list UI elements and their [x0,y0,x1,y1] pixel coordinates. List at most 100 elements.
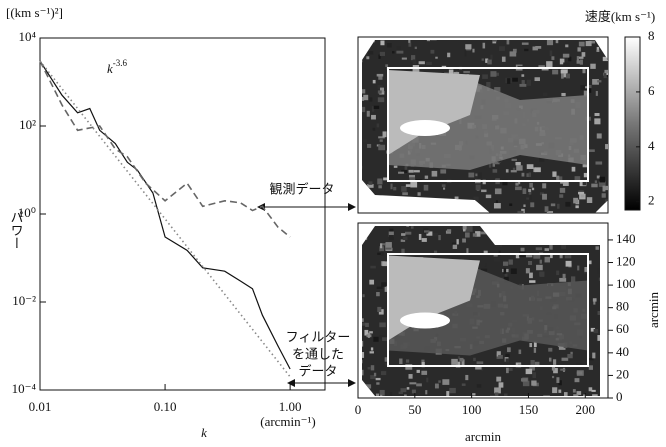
image-texture [516,180,521,185]
image-texture [440,169,447,174]
image-texture [388,235,394,241]
image-texture [379,334,385,339]
image-texture [606,73,608,77]
image-texture [542,193,547,200]
image-texture [539,157,545,162]
image-texture [411,55,416,61]
image-texture [396,46,402,50]
image-texture [421,361,425,368]
image-texture [456,239,459,245]
image-texture [515,186,522,191]
image-texture [592,298,597,302]
annotation: 観測データ [269,182,334,198]
image-texture [542,183,547,189]
image-texture [421,370,428,375]
image-texture [377,84,383,90]
image-texture [466,248,469,254]
image-texture [455,251,461,254]
image-texture [430,49,435,54]
image-x-label: arcmin [465,429,502,444]
image-texture [603,72,607,79]
image-texture [441,184,446,187]
image-texture [376,123,380,128]
image-texture [596,46,600,50]
image-texture [574,176,581,182]
image-texture [561,92,566,97]
image-texture [529,272,533,279]
annotation: データ [298,364,337,380]
image-texture [506,367,513,371]
image-texture [509,51,517,57]
image-texture [379,246,385,252]
image-texture [534,361,540,366]
x-tick-label: 100 [462,402,482,417]
y-tick-label: 10⁰ [18,205,36,220]
image-texture [413,170,420,173]
image-texture [362,294,365,298]
image-texture [389,392,393,396]
image-texture [606,163,608,168]
image-texture [443,187,446,190]
image-texture [378,144,386,151]
image-texture [580,85,587,91]
image-texture [596,268,600,275]
image-texture [603,185,608,191]
image-texture [493,258,501,262]
image-texture [576,362,583,366]
image-texture [597,80,602,83]
image-texture [548,357,552,362]
image-texture [526,79,532,86]
image-texture [552,387,558,394]
image-texture [533,347,537,353]
image-texture [523,204,526,208]
image-texture [425,390,428,395]
image-texture [451,358,458,365]
image-texture [588,387,593,392]
y-tick-label: 10⁴ [18,29,36,44]
image-texture [596,49,600,52]
image-texture [398,171,405,174]
image-texture [435,56,438,59]
image-texture [473,357,476,362]
image-texture [451,242,457,246]
image-texture [490,54,493,60]
image-texture [587,260,592,265]
image-texture [480,231,487,235]
image-texture [591,183,598,188]
image-texture [608,390,615,396]
image-texture [496,351,501,357]
image-texture [409,382,417,385]
image-texture [512,167,516,172]
image-texture [404,394,407,396]
y-label: パワー [9,211,24,250]
fit-label-base: k [107,61,113,76]
image-texture [521,42,529,45]
image-texture [406,387,410,390]
image-texture [578,41,585,47]
image-texture [582,67,586,74]
image-texture [581,52,586,57]
image-texture [408,40,411,43]
image-texture [373,372,377,377]
image-texture [568,56,572,62]
image-texture [367,332,370,338]
image-texture [461,383,466,386]
image-texture [385,64,389,68]
image-texture [377,97,385,103]
image-texture [532,372,537,378]
image-texture [588,149,595,152]
image-texture [372,79,376,84]
image-texture [489,395,495,396]
image-texture [431,170,438,177]
image-texture [370,347,374,351]
image-texture [486,81,491,88]
image-texture [381,371,387,376]
image-texture [362,318,364,322]
image-texture [376,286,383,290]
colorbar-title: 速度(km s⁻¹) [585,9,655,24]
image-texture [410,182,418,188]
image-texture [402,192,408,196]
image-texture [520,378,528,382]
image-texture [505,169,509,173]
image-texture [459,357,464,362]
